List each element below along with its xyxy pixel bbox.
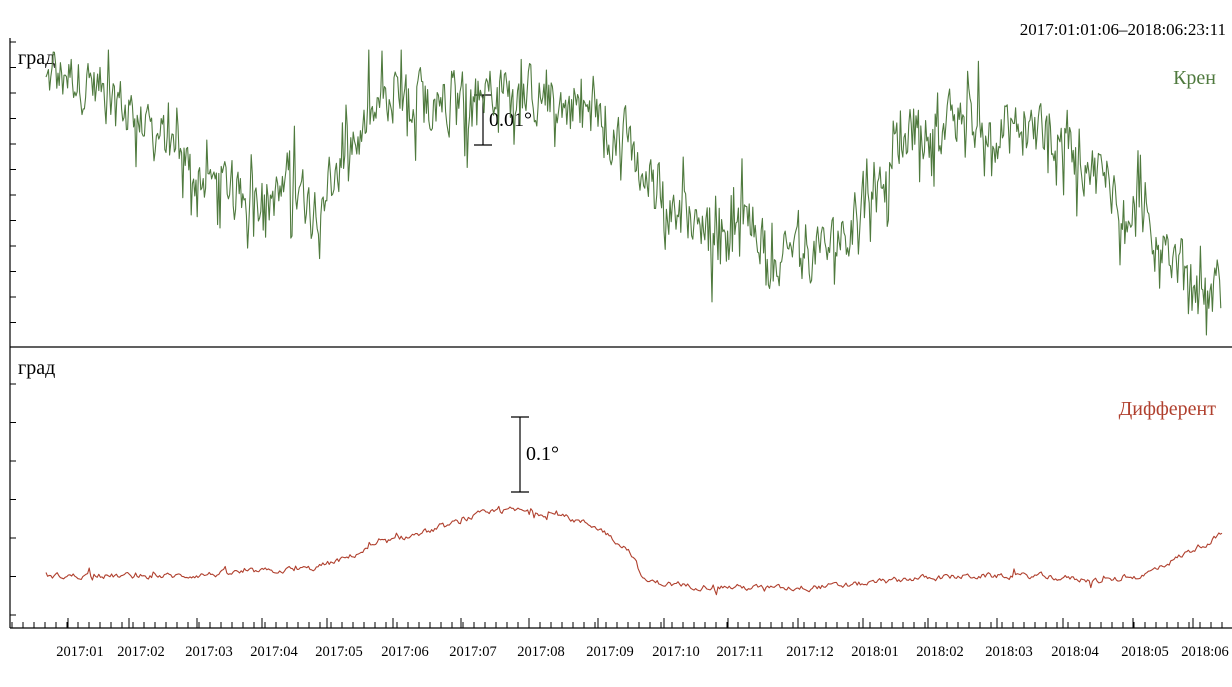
trim-series-line <box>45 505 1223 596</box>
roll-scale-label: 0.01° <box>489 109 532 131</box>
trim-scale-label: 0.1° <box>526 443 559 465</box>
x-tick-label: 2017:08 <box>517 644 565 660</box>
x-tick-label: 2017:12 <box>786 644 834 660</box>
roll-series-line <box>45 49 1222 336</box>
x-tick-label: 2018:06 <box>1181 644 1229 660</box>
trim-unit-label: град <box>18 357 55 379</box>
trim-scale-bar <box>511 416 529 493</box>
x-tick-label: 2018:05 <box>1121 644 1169 660</box>
x-axis-ticks <box>11 618 1223 628</box>
left-axis-ticks <box>10 41 16 616</box>
roll-series-label: Крен <box>1173 67 1216 89</box>
x-tick-label: 2017:03 <box>185 644 233 660</box>
roll-unit-label: град <box>18 47 55 69</box>
x-axis-labels: 2017:01 2017:02 2017:03 2017:04 2017:05 2017:… <box>56 644 1229 660</box>
x-tick-label: 2018:04 <box>1051 644 1099 660</box>
x-tick-label: 2017:07 <box>449 644 497 660</box>
x-tick-label: 2017:06 <box>381 644 429 660</box>
x-tick-label: 2017:11 <box>717 644 764 660</box>
time-range-label: 2017:01:01:06–2018:06:23:11 <box>1020 20 1226 39</box>
x-tick-label: 2017:02 <box>117 644 165 660</box>
x-tick-label: 2017:04 <box>250 644 298 660</box>
x-tick-label: 2017:01 <box>56 644 104 660</box>
x-tick-label: 2017:10 <box>652 644 700 660</box>
x-tick-label: 2018:01 <box>851 644 899 660</box>
x-tick-label: 2017:09 <box>586 644 634 660</box>
x-tick-label: 2018:03 <box>985 644 1033 660</box>
x-tick-label: 2018:02 <box>916 644 964 660</box>
trim-series-label: Дифферент <box>1119 398 1217 420</box>
x-tick-label: 2017:05 <box>315 644 363 660</box>
